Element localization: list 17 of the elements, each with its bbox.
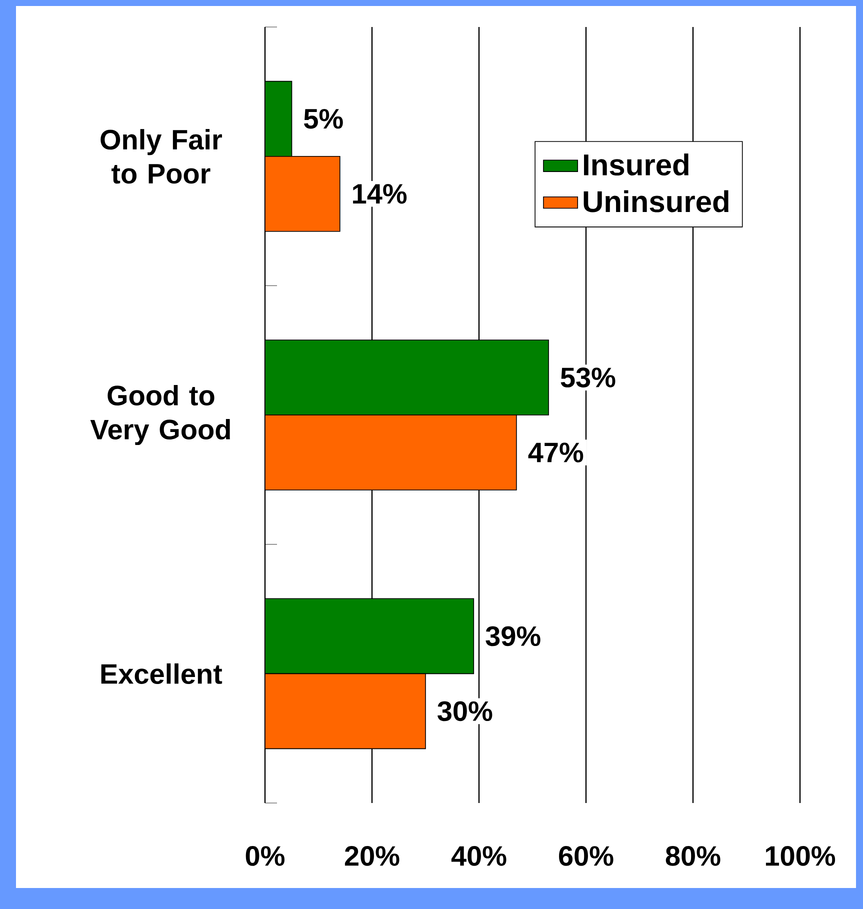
x-tick-label: 100% <box>766 846 836 866</box>
y-tick-label: Only Fair to Poor <box>100 129 222 184</box>
x-tick-label: 0% <box>246 846 284 866</box>
data-label: 14% <box>353 184 407 204</box>
y-tick-label: Excellent <box>101 663 222 684</box>
data-label: 39% <box>486 626 540 646</box>
x-tick-label: 40% <box>451 846 506 866</box>
legend-label: Insured <box>584 153 688 176</box>
y-tick-label: Good to Very Good <box>90 384 230 446</box>
x-tick-label: 60% <box>559 846 614 866</box>
x-tick-label: 20% <box>344 846 400 866</box>
data-label: 30% <box>438 701 492 722</box>
data-label: 5% <box>304 108 343 129</box>
data-label: 53% <box>560 368 616 388</box>
data-label: 47% <box>528 442 584 462</box>
x-tick-label: 80% <box>666 846 720 866</box>
legend-label: Uninsured <box>584 190 728 212</box>
